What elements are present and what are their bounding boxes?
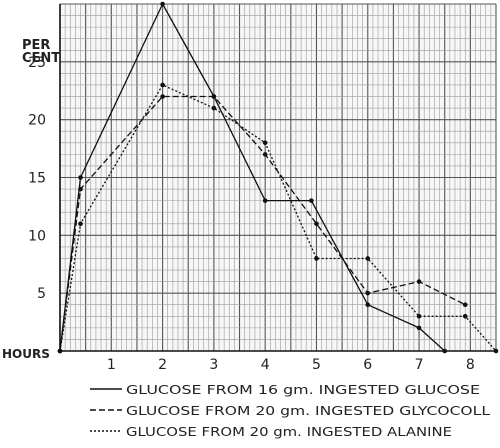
grid: [59, 3, 497, 352]
legend-label-glucose: GLUCOSE FROM 16 gm. INGESTED GLUCOSE: [126, 383, 480, 397]
data-point: [211, 94, 217, 99]
data-point: [314, 256, 319, 261]
data-point: [160, 1, 165, 7]
data-point: [160, 82, 165, 88]
data-point: [416, 314, 422, 319]
y-tick-label: 15: [28, 171, 46, 187]
data-point: [78, 175, 83, 180]
data-point: [262, 140, 268, 146]
y-tick-label: 10: [28, 228, 46, 244]
x-tick-label: 3: [209, 357, 218, 373]
data-point: [365, 302, 371, 308]
data-point: [78, 221, 83, 227]
x-unit-label: HOURS: [2, 347, 50, 361]
legend-label-glycocoll: GLUCOSE FROM 20 gm. INGESTED GLYCOCOLL: [126, 404, 490, 418]
x-tick-label: 6: [363, 357, 372, 373]
data-point: [416, 325, 422, 331]
data-point: [211, 105, 217, 111]
data-point: [57, 348, 63, 354]
data-point: [462, 314, 468, 319]
y-unit-label-line1: PER: [22, 38, 50, 53]
data-point: [314, 221, 319, 227]
x-tick-label: 8: [466, 357, 475, 373]
data-point: [160, 94, 165, 99]
x-tick-label: 1: [107, 357, 116, 373]
y-tick-label: 20: [28, 113, 46, 129]
series-line-dotted: [59, 84, 497, 352]
x-tick-label: 5: [312, 357, 321, 373]
y-unit-label-line2: CENT: [22, 51, 60, 66]
data-point: [493, 348, 499, 354]
data-point: [262, 152, 268, 157]
axes: [59, 4, 496, 352]
data-point: [462, 302, 468, 308]
series-lines: [57, 1, 499, 354]
data-point: [365, 256, 371, 261]
data-point: [365, 290, 371, 296]
legend-label-alanine: GLUCOSE FROM 20 gm. INGESTED ALANINE: [126, 425, 452, 439]
data-point: [78, 186, 83, 192]
data-point: [262, 198, 268, 203]
x-tick-label: 7: [415, 357, 424, 373]
y-tick-label: 25: [28, 55, 46, 71]
x-tick-label: 4: [261, 357, 270, 373]
x-tick-label: 2: [158, 357, 167, 373]
data-point: [442, 348, 448, 354]
data-point: [416, 279, 422, 284]
data-point: [309, 198, 314, 203]
tick-labels: 1 2 3 4 5 6 7 8 5 10 15 20 25: [28, 55, 475, 373]
legend: GLUCOSE FROM 16 gm. INGESTED GLUCOSE GLU…: [90, 383, 490, 439]
y-tick-label: 5: [37, 286, 46, 302]
